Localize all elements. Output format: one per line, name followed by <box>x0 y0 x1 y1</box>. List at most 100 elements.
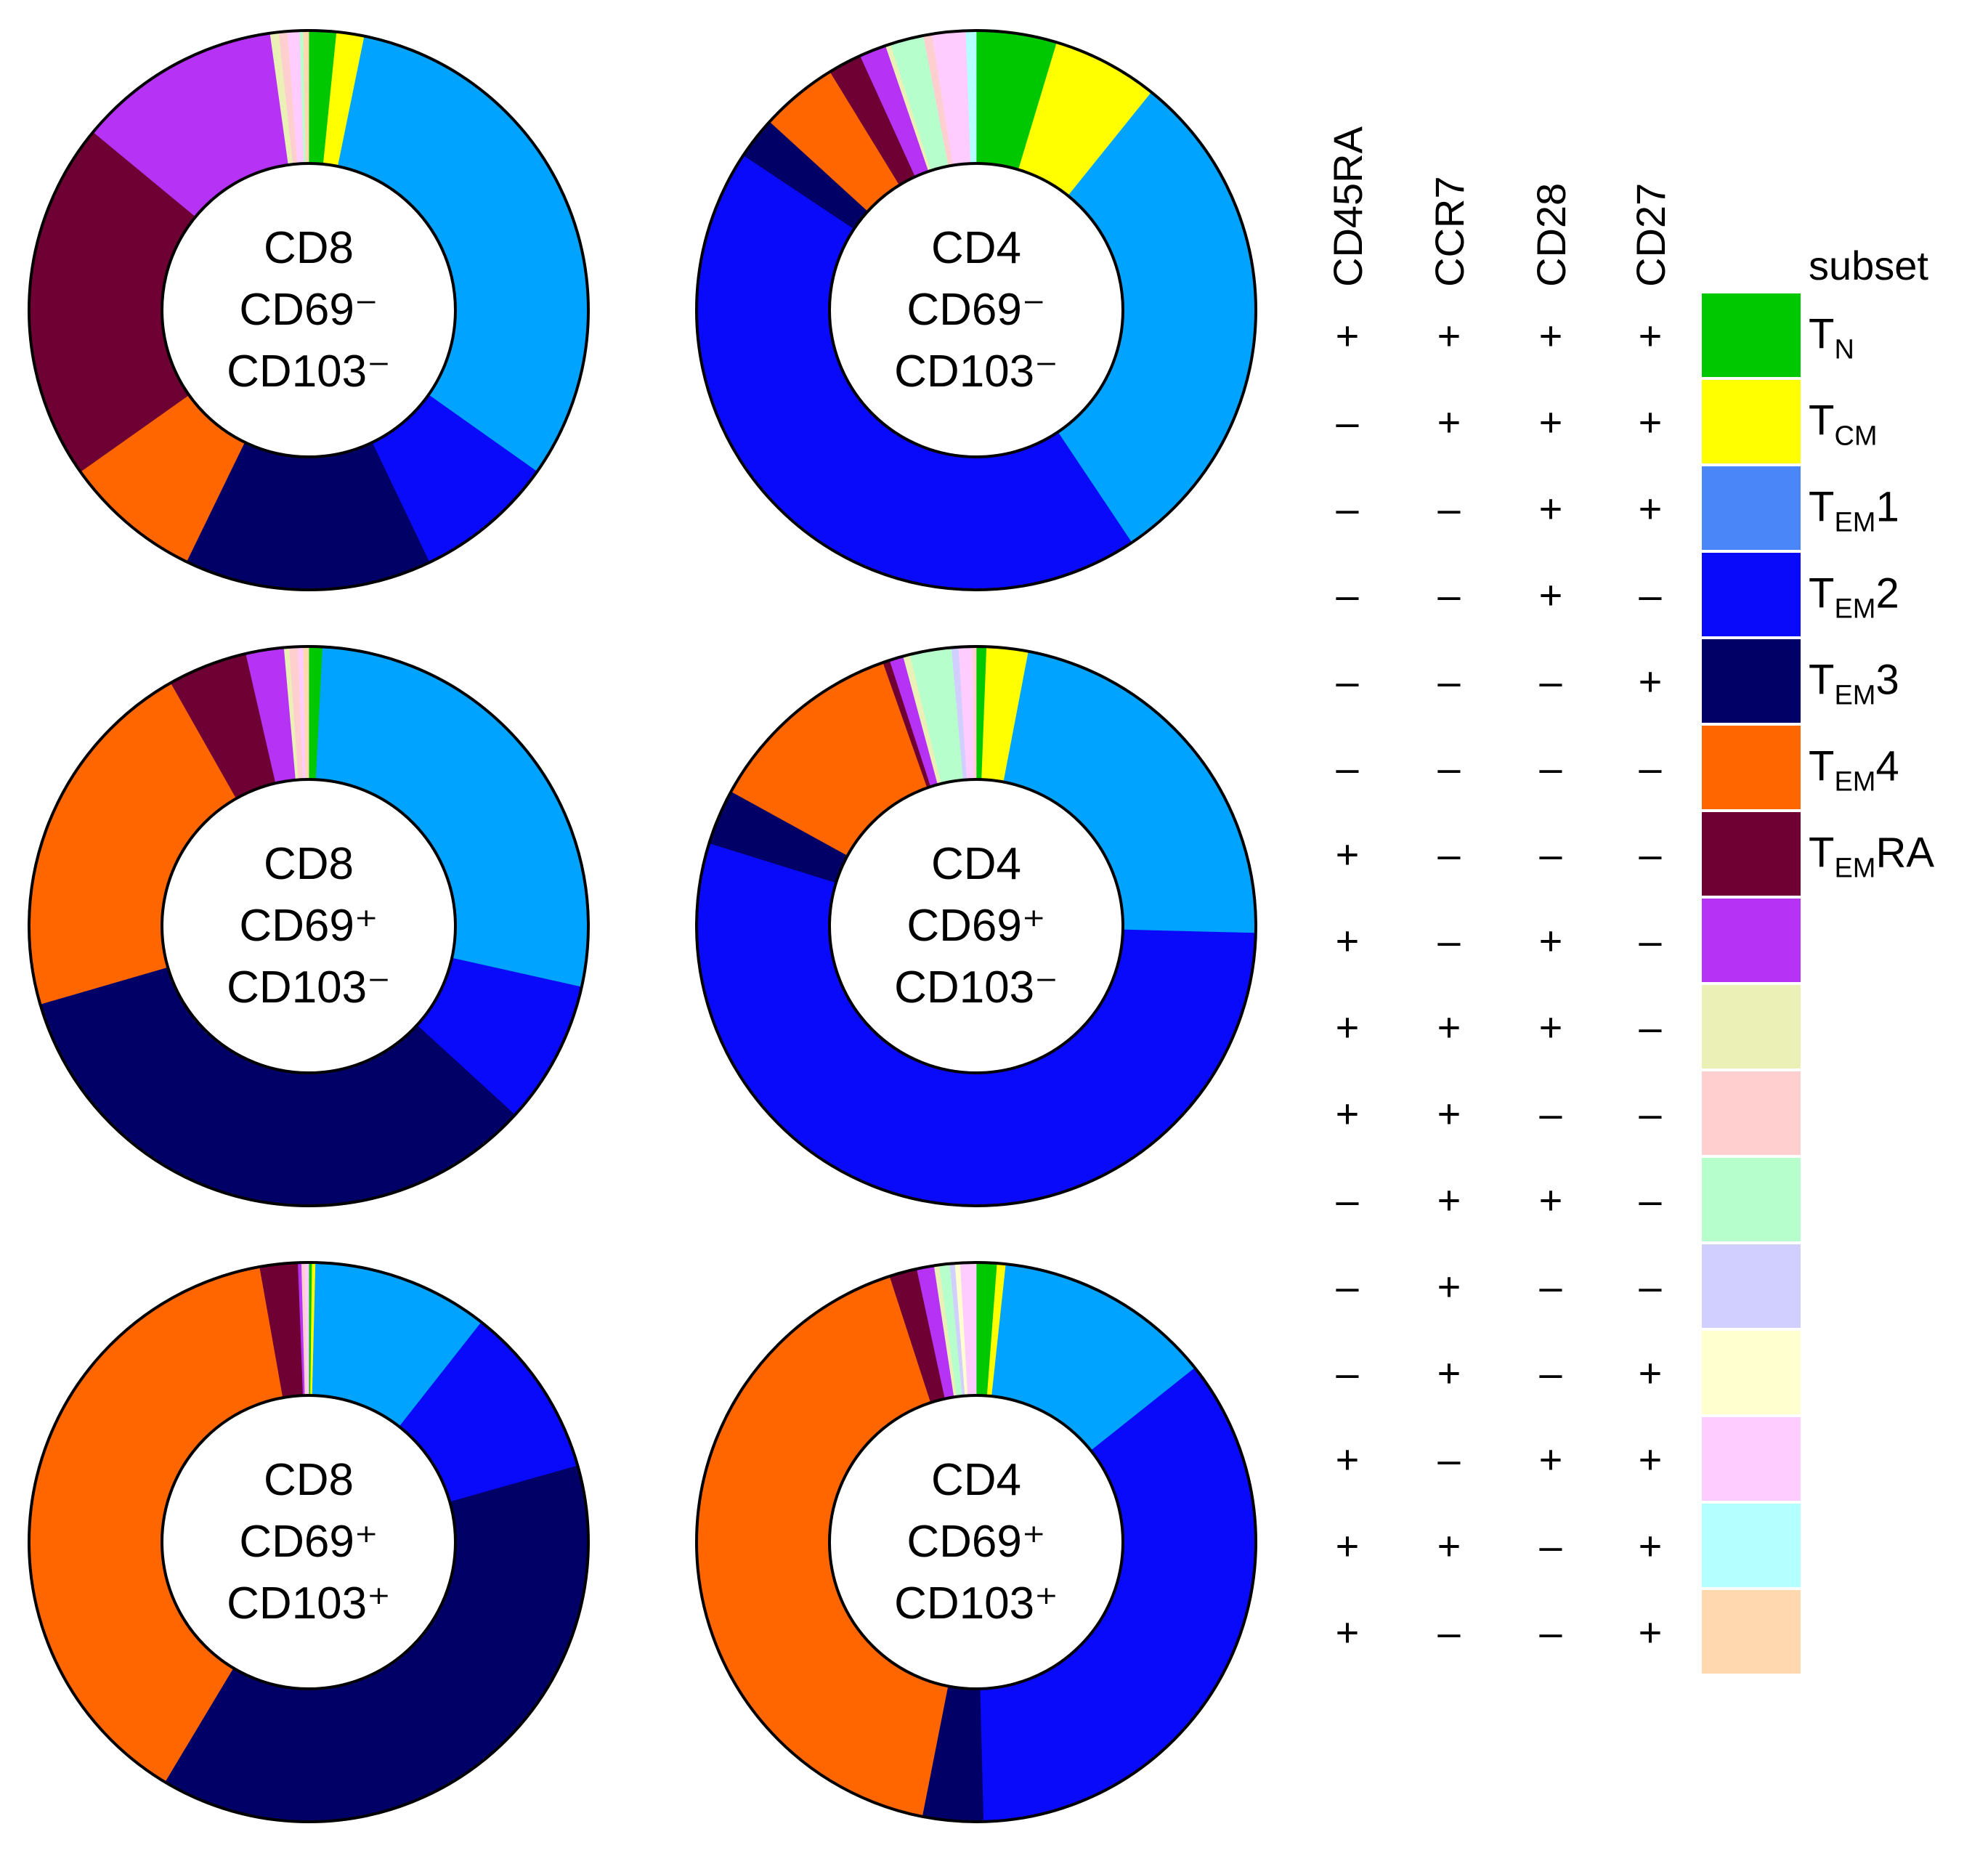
legend-swatch <box>1702 1504 1801 1587</box>
marker-sign: + <box>1437 313 1461 359</box>
donut-outline <box>695 29 1257 591</box>
legend-row: + + + – <box>1336 985 1801 1069</box>
marker-sign: + <box>1437 1523 1461 1569</box>
donut-outline <box>28 29 590 591</box>
legend-swatch <box>1702 985 1801 1069</box>
legend-swatch <box>1702 1071 1801 1155</box>
legend-swatch <box>1702 553 1801 636</box>
marker-sign: – <box>1336 745 1359 791</box>
donut-label-line: CD4 <box>931 839 1021 889</box>
marker-sign: + <box>1336 1610 1360 1655</box>
donut-hole <box>161 1394 457 1690</box>
marker-sign: – <box>1639 918 1662 964</box>
legend-label: TEM4 <box>1809 743 1899 798</box>
legend-label: TEM2 <box>1809 570 1899 625</box>
donut-label-line: CD69⁺ <box>906 901 1045 951</box>
legend-label: TN <box>1809 311 1854 365</box>
marker-sign: + <box>1639 659 1663 705</box>
donut-label-line: CD4 <box>931 223 1021 273</box>
donut-cd8-cd69p-cd103n: CD8 CD69⁺ CD103⁻ <box>28 645 590 1207</box>
marker-sign: – <box>1539 1264 1562 1310</box>
donut-hole <box>828 162 1124 458</box>
legend-row: – + – – <box>1336 1244 1801 1328</box>
marker-sign: + <box>1539 572 1563 618</box>
marker-sign: + <box>1437 1177 1461 1223</box>
legend-row: + – – + <box>1336 1590 1801 1674</box>
donut-cd4-cd69p-cd103n: CD4 CD69⁺ CD103⁻ <box>695 645 1257 1207</box>
marker-sign: + <box>1539 1437 1563 1483</box>
marker-sign: – <box>1639 572 1662 618</box>
marker-sign: + <box>1639 313 1663 359</box>
marker-sign: + <box>1639 1350 1663 1396</box>
marker-sign: + <box>1336 1523 1360 1569</box>
legend-label: TCM <box>1809 397 1878 452</box>
marker-sign: – <box>1336 1177 1359 1223</box>
donut-label-line: CD8 <box>264 1455 354 1505</box>
legend-swatch <box>1702 1158 1801 1241</box>
legend-swatch <box>1702 466 1801 550</box>
marker-sign: + <box>1639 1523 1663 1569</box>
donut-hole <box>828 1394 1124 1690</box>
marker-sign: – <box>1539 832 1562 877</box>
donut-label-line: CD103⁻ <box>894 962 1058 1013</box>
legend-row: – – – + TEM3 <box>1336 639 1899 723</box>
legend-label: TEM3 <box>1809 657 1899 711</box>
marker-sign: – <box>1539 1350 1562 1396</box>
marker-sign: + <box>1639 400 1663 445</box>
marker-sign: + <box>1539 313 1563 359</box>
donut-cd4-cd69n-cd103n: CD4 CD69⁻ CD103⁻ <box>695 29 1257 591</box>
marker-sign: + <box>1336 1437 1360 1483</box>
donut-hole <box>828 778 1124 1074</box>
marker-header: CD45RA <box>1325 126 1371 287</box>
marker-sign: – <box>1639 832 1662 877</box>
marker-sign: + <box>1336 1091 1360 1137</box>
donut-hole <box>161 778 457 1074</box>
donut-cd8-cd69p-cd103p: CD8 CD69⁺ CD103⁺ <box>28 1261 590 1823</box>
marker-sign: – <box>1336 400 1359 445</box>
marker-sign: + <box>1539 918 1563 964</box>
legend-row: + + – – <box>1336 1071 1801 1155</box>
legend-swatch <box>1702 1590 1801 1674</box>
donut-outline <box>28 645 590 1207</box>
marker-sign: + <box>1539 486 1563 532</box>
legend-row: + – + – <box>1336 899 1801 982</box>
marker-sign: + <box>1639 1610 1663 1655</box>
legend-row: + – – – TEMRA <box>1336 812 1934 896</box>
donut-label-line: CD69⁺ <box>906 1517 1045 1567</box>
marker-sign: + <box>1336 918 1360 964</box>
marker-sign: – <box>1539 659 1562 705</box>
donut-outline <box>28 1261 590 1823</box>
marker-sign: + <box>1336 832 1360 877</box>
donut-label-line: CD8 <box>264 839 354 889</box>
marker-sign: – <box>1336 1350 1359 1396</box>
donut-label-line: CD103⁻ <box>227 346 391 397</box>
marker-sign: – <box>1639 1005 1662 1050</box>
marker-sign: – <box>1639 745 1662 791</box>
legend-swatch <box>1702 899 1801 982</box>
donut-label-line: CD69⁺ <box>239 901 378 951</box>
donut-label-line: CD103⁺ <box>894 1578 1058 1629</box>
marker-sign: – <box>1437 745 1461 791</box>
marker-sign: – <box>1437 659 1461 705</box>
legend-row: – – + – TEM2 <box>1336 553 1899 636</box>
legend-swatch <box>1702 726 1801 809</box>
legend-swatch <box>1702 380 1801 463</box>
marker-sign: – <box>1437 832 1461 877</box>
donut-cd4-cd69p-cd103p: CD4 CD69⁺ CD103⁺ <box>695 1261 1257 1823</box>
donut-label-line: CD69⁺ <box>239 1517 378 1567</box>
marker-sign: – <box>1336 572 1359 618</box>
marker-sign: + <box>1639 486 1663 532</box>
legend-swatch <box>1702 812 1801 896</box>
marker-sign: – <box>1539 1091 1562 1137</box>
marker-sign: – <box>1539 745 1562 791</box>
marker-sign: – <box>1336 1264 1359 1310</box>
donut-label-line: CD69⁻ <box>906 285 1045 335</box>
marker-sign: – <box>1437 1610 1461 1655</box>
marker-header: CCR7 <box>1427 177 1472 287</box>
legend-swatch <box>1702 1417 1801 1501</box>
marker-sign: – <box>1336 659 1359 705</box>
marker-sign: – <box>1437 1437 1461 1483</box>
donut-cd8-cd69n-cd103n: CD8 CD69⁻ CD103⁻ <box>28 29 590 591</box>
legend-swatch <box>1702 639 1801 723</box>
